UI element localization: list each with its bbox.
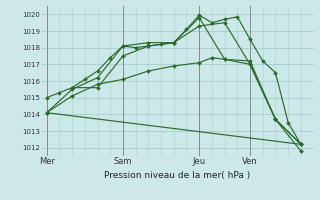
X-axis label: Pression niveau de la mer( hPa ): Pression niveau de la mer( hPa ): [104, 171, 251, 180]
